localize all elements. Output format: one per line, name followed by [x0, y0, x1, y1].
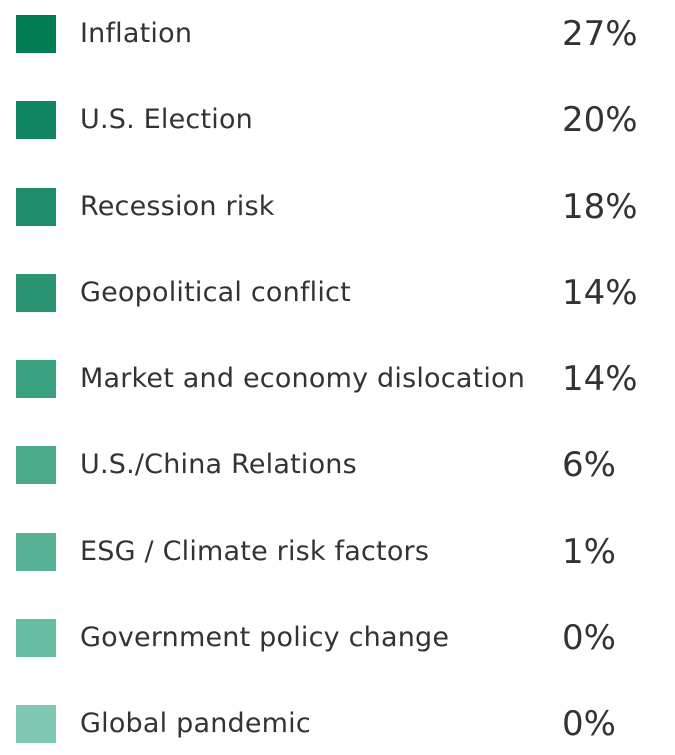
legend-swatch [16, 360, 56, 398]
percent-value: 0% [562, 704, 616, 744]
legend-row: U.S./China Relations 6% [0, 435, 675, 495]
legend-row: Geopolitical conflict 14% [0, 263, 675, 323]
category-label: Recession risk [80, 190, 275, 222]
category-label: Geopolitical conflict [80, 276, 351, 308]
category-label: Inflation [80, 18, 193, 49]
legend-swatch [16, 15, 56, 53]
category-label: U.S./China Relations [80, 449, 357, 481]
percent-value: 20% [562, 100, 638, 141]
legend-row: ESG / Climate risk factors 1% [0, 522, 675, 582]
category-label: Government policy change [80, 621, 450, 653]
legend-row: U.S. Election 20% [0, 90, 675, 150]
legend-swatch [16, 101, 56, 140]
legend-swatch [16, 187, 56, 226]
legend-swatch [16, 618, 56, 657]
category-label: ESG / Climate risk factors [80, 535, 430, 567]
legend-swatch [16, 705, 56, 743]
category-label: Global pandemic [80, 708, 311, 739]
legend-swatch [16, 532, 56, 571]
legend-row: Market and economy dislocation 14% [0, 349, 675, 409]
percent-value: 6% [562, 445, 616, 486]
percent-value: 14% [562, 359, 638, 399]
legend-swatch [16, 446, 56, 485]
category-label: U.S. Election [80, 104, 253, 136]
percent-value: 1% [562, 531, 616, 572]
legend-row: Government policy change 0% [0, 608, 675, 668]
percent-value: 14% [562, 272, 638, 313]
percent-value: 18% [562, 186, 638, 227]
percent-value: 27% [562, 14, 638, 54]
legend-row: Recession risk 18% [0, 177, 675, 237]
legend-row: Global pandemic 0% [0, 694, 675, 754]
percent-value: 0% [562, 617, 616, 658]
legend-row: Inflation 27% [0, 4, 675, 64]
legend-swatch [16, 273, 56, 312]
category-label: Market and economy dislocation [80, 363, 526, 394]
